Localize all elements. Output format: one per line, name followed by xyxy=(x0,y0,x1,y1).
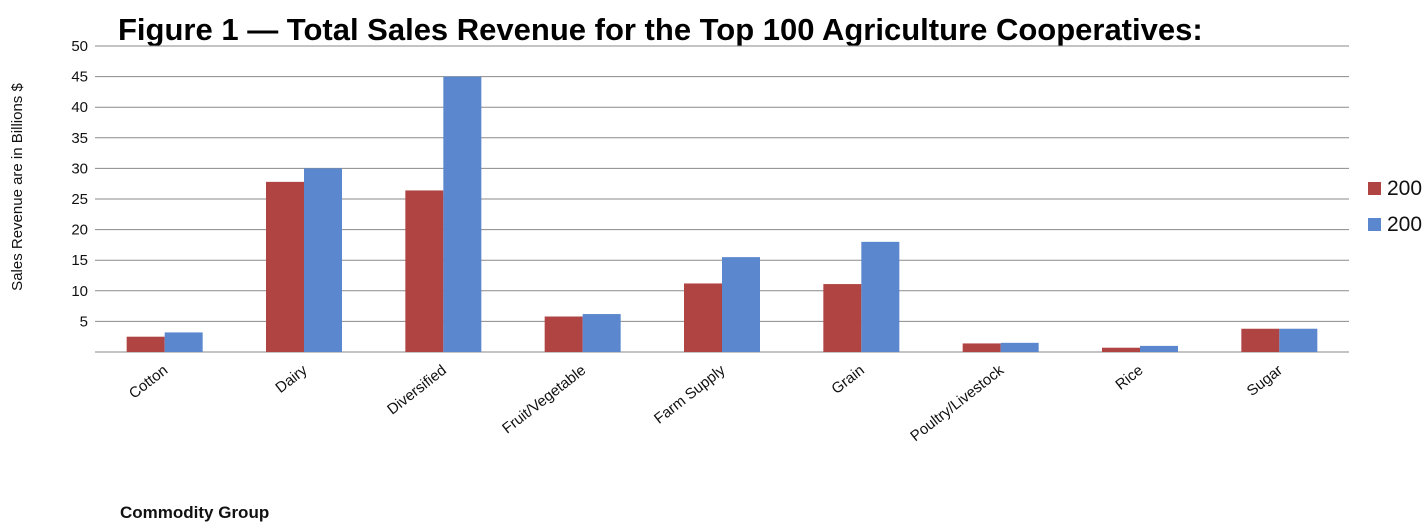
x-tick-label: Dairy xyxy=(272,361,310,396)
y-tick-label: 45 xyxy=(71,69,88,86)
bar-2008-sugar xyxy=(1279,328,1318,352)
legend-label: 2007 xyxy=(1387,177,1423,200)
y-tick-label: 30 xyxy=(71,160,88,177)
x-tick-label: Rice xyxy=(1112,362,1146,394)
y-tick-label: 10 xyxy=(71,283,88,300)
y-tick-label: 5 xyxy=(80,313,88,330)
bar-2008-diversified xyxy=(443,76,482,352)
bar-2007-rice xyxy=(1102,347,1140,352)
x-tick-label: Cotton xyxy=(126,362,171,403)
y-tick-label: 25 xyxy=(71,191,88,208)
bar-2008-grain xyxy=(861,241,900,352)
y-tick-label: 15 xyxy=(71,252,88,269)
bar-2008-cotton xyxy=(164,332,203,352)
x-tick-label: Poultry/Livestock xyxy=(907,361,1007,445)
bar-2007-farm-supply xyxy=(684,283,722,352)
y-axis-ticks: 5 10 15 20 25 30 35 40 45 50 xyxy=(71,38,88,330)
bar-2008-fruit-vegetable xyxy=(582,314,621,352)
x-tick-label: Grain xyxy=(828,362,867,398)
bar-2007-diversified xyxy=(405,190,444,352)
y-tick-label: 20 xyxy=(71,222,88,239)
bar-2008-dairy xyxy=(304,168,342,352)
bar-2007-cotton xyxy=(126,336,165,352)
legend: 2007 2008 xyxy=(1368,177,1423,236)
y-tick-label: 50 xyxy=(71,38,88,55)
y-tick-label: 35 xyxy=(71,130,88,147)
bar-2007-poultry-livestock xyxy=(962,343,1001,352)
bar-2008-rice xyxy=(1140,345,1178,352)
bar-2008-poultry-livestock xyxy=(1000,342,1039,352)
y-tick-label: 40 xyxy=(71,99,88,116)
legend-swatch xyxy=(1368,182,1381,195)
bar-2007-sugar xyxy=(1241,328,1280,352)
x-tick-label: Fruit/Vegetable xyxy=(499,362,589,438)
x-tick-label: Diversified xyxy=(384,362,450,419)
x-tick-label: Sugar xyxy=(1244,362,1286,400)
x-axis-categories: Cotton Dairy Diversified Fruit/Vegetable Far… xyxy=(126,361,1286,445)
chart-title: Figure 1 — Total Sales Revenue for the T… xyxy=(118,12,1203,47)
y-axis-label: Sales Revenue are in Billions $ xyxy=(9,83,26,291)
legend-label: 2008 xyxy=(1387,213,1423,236)
legend-swatch xyxy=(1368,218,1381,231)
bar-2007-dairy xyxy=(266,181,304,352)
bar-2007-fruit-vegetable xyxy=(544,316,583,352)
bar-2008-farm-supply xyxy=(722,257,760,352)
x-tick-label: Farm Supply xyxy=(651,361,729,427)
bars xyxy=(126,76,1318,352)
bar-2007-grain xyxy=(823,284,862,352)
x-axis-label: Commodity Group xyxy=(120,503,269,522)
